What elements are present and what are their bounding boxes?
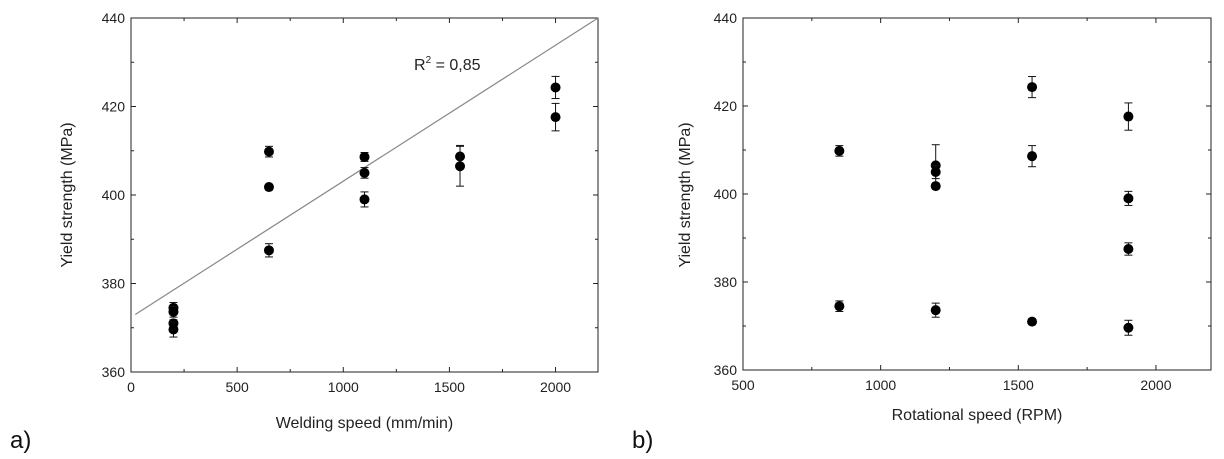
marker <box>263 182 274 193</box>
marker <box>550 82 561 93</box>
data-point-a <box>168 306 179 318</box>
x-tick-label-b: 500 <box>731 377 755 393</box>
marker <box>1123 322 1134 333</box>
data-point-a <box>550 102 561 132</box>
marker <box>1123 111 1134 122</box>
marker <box>834 145 845 156</box>
y-tick-label-b: 380 <box>714 274 738 290</box>
regression-line <box>134 17 599 315</box>
marker <box>263 146 274 157</box>
y-tick-label-b: 360 <box>714 362 738 378</box>
r-squared-annotation: R2 = 0,85 <box>414 55 481 74</box>
r-squared-superscript: 2 <box>426 55 432 66</box>
y-axis-label-a: Yield strength (MPa) <box>59 122 76 267</box>
plot-frame-b <box>742 17 1212 371</box>
marker <box>1027 151 1038 162</box>
marker <box>168 306 179 317</box>
data-point-a <box>359 191 370 208</box>
y-tick-label-b: 440 <box>714 10 738 26</box>
r-squared-symbol: R <box>414 57 426 74</box>
x-tick-label-b: 1500 <box>1003 377 1034 393</box>
panel-label-a: a) <box>10 427 31 454</box>
marker <box>1027 82 1038 93</box>
y-tick-label-a: 360 <box>102 364 126 380</box>
marker <box>359 167 370 178</box>
y-tick-label-b: 420 <box>714 98 738 114</box>
data-point-b <box>834 300 845 312</box>
r-squared-value: = 0,85 <box>431 57 480 74</box>
data-point-a <box>263 182 274 193</box>
data-point-a <box>263 145 274 158</box>
data-point-b <box>1123 319 1134 336</box>
marker <box>1123 244 1134 254</box>
data-point-a <box>263 243 274 258</box>
y-tick-label-a: 380 <box>102 276 126 292</box>
data-point-b <box>834 145 845 157</box>
data-point-a <box>359 167 370 179</box>
marker <box>359 151 370 162</box>
y-tick-label-a: 420 <box>102 99 126 115</box>
marker <box>168 324 179 335</box>
data-point-a <box>455 145 466 187</box>
marker <box>1123 193 1134 204</box>
marker <box>455 161 466 172</box>
data-point-b <box>1027 145 1038 168</box>
marker <box>550 112 561 123</box>
data-point-b <box>1027 76 1038 99</box>
marker <box>930 305 941 316</box>
y-tick-label-a: 400 <box>102 187 126 203</box>
marker <box>263 245 274 256</box>
x-tick-label-a: 2000 <box>540 379 571 395</box>
y-tick-label-a: 440 <box>102 10 126 26</box>
data-point-b <box>930 302 941 318</box>
x-axis-label-b: Rotational speed (RPM) <box>892 407 1063 424</box>
y-tick-label-b: 400 <box>714 186 738 202</box>
x-tick-label-a: 500 <box>225 379 249 395</box>
data-point-b <box>930 181 941 192</box>
x-tick-label-a: 1000 <box>328 379 359 395</box>
x-tick-label-b: 1000 <box>865 377 896 393</box>
data-point-a <box>550 75 561 100</box>
data-point-a <box>168 321 179 338</box>
y-axis-label-b: Yield strength (MPa) <box>677 122 694 267</box>
x-tick-label-a: 1500 <box>434 379 465 395</box>
x-axis-label-a: Welding speed (mm/min) <box>276 415 454 432</box>
chart-panel-b: 500 1000 1500 2000 360 380 400 420 440 Rotationa… <box>632 10 1212 454</box>
chart-panel-a: 0 500 1000 1500 2000 360 380 400 420 440 R2 = 0,8… <box>10 10 599 454</box>
data-point-b <box>930 164 941 180</box>
x-tick-label-b: 2000 <box>1140 377 1171 393</box>
data-point-b <box>1123 102 1134 131</box>
marker <box>930 181 941 192</box>
marker <box>1027 316 1038 327</box>
marker <box>834 301 845 312</box>
marker <box>930 167 941 177</box>
data-point-a <box>359 151 370 162</box>
data-point-b <box>1123 242 1134 256</box>
marker <box>359 194 370 205</box>
data-point-b <box>1027 316 1038 327</box>
data-point-b <box>1123 190 1134 206</box>
x-tick-label-a: 0 <box>127 379 135 395</box>
panel-label-b: b) <box>632 427 653 454</box>
